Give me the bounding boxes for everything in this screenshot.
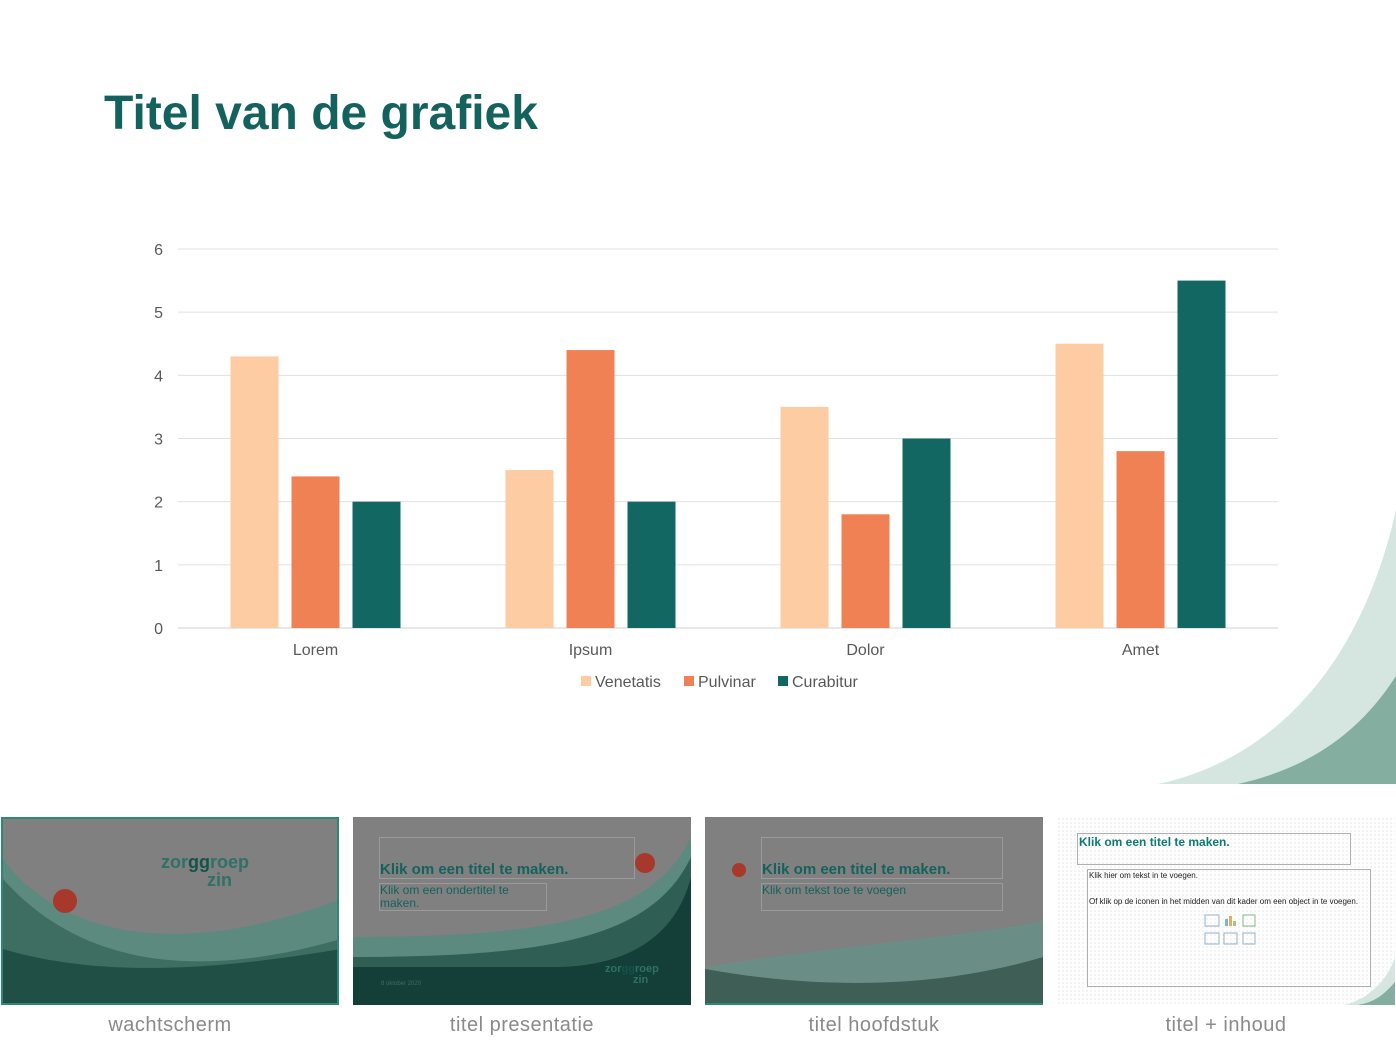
logo: zorggroep zin bbox=[605, 964, 659, 986]
title-placeholder bbox=[761, 837, 1003, 879]
layout-thumbnail-titel-hoofdstuk[interactable]: Klik om een titel te maken. Klik om teks… bbox=[705, 817, 1043, 1005]
bar-curabitur-amet bbox=[1177, 280, 1226, 628]
picture-icon bbox=[1204, 932, 1220, 945]
red-dot-icon bbox=[732, 863, 746, 877]
red-dot-icon bbox=[635, 853, 655, 873]
layout-thumbnail-titel-inhoud[interactable]: Klik om een titel te maken. Klik hier om… bbox=[1057, 817, 1395, 1005]
table-icon bbox=[1204, 914, 1220, 927]
subtitle-placeholder bbox=[379, 883, 547, 911]
legend-label: Venetatis bbox=[595, 674, 661, 691]
bar-chart: 0 1 2 3 4 5 6 Lorem Ipsum Dolor Amet Venetatis Pul… bbox=[154, 242, 1278, 691]
thumbnail-label: titel presentatie bbox=[449, 1014, 595, 1036]
thumbnail-background bbox=[705, 863, 1043, 1005]
thumbnail-subtitle: Klik om tekst toe te voegen bbox=[762, 883, 907, 897]
thumbnail-label: titel + inhoud bbox=[1165, 1014, 1287, 1036]
bar-pulvinar-dolor bbox=[841, 514, 890, 628]
logo-bottom: zin bbox=[633, 974, 649, 986]
thumbnail-title: Klik om een titel te maken. bbox=[762, 861, 951, 878]
title-placeholder bbox=[1077, 833, 1351, 865]
legend-item-venetatis: Venetatis bbox=[581, 674, 661, 691]
chart-bars bbox=[230, 280, 1226, 628]
video-icon bbox=[1242, 932, 1256, 945]
logo: zorggroep zin bbox=[161, 853, 249, 889]
layout-thumbnail-wachtscherm[interactable]: zorggroep zin bbox=[1, 817, 339, 1005]
title-placeholder bbox=[379, 837, 635, 879]
legend-item-pulvinar: Pulvinar bbox=[684, 674, 756, 691]
legend-swatch bbox=[778, 676, 788, 686]
smartart-icon bbox=[1242, 914, 1256, 927]
layout-thumbnail-titel-presentatie[interactable]: Klik om een titel te maken. Klik om een … bbox=[353, 817, 691, 1005]
y-tick-label: 4 bbox=[154, 368, 163, 385]
insert-object-icons bbox=[1204, 914, 1256, 945]
x-axis-ticks: Lorem Ipsum Dolor Amet bbox=[293, 642, 1160, 659]
bar-pulvinar-amet bbox=[1116, 451, 1165, 628]
y-tick-label: 3 bbox=[154, 432, 163, 449]
thumbnail-subtitle: Klik om een ondertitel te maken. bbox=[380, 883, 509, 910]
logo-top: zorggroep bbox=[161, 852, 250, 872]
y-tick-label: 5 bbox=[154, 305, 163, 322]
x-tick-label: Ipsum bbox=[569, 642, 613, 659]
online-picture-icon bbox=[1223, 932, 1238, 945]
thumbnail-label: titel hoofdstuk bbox=[808, 1014, 940, 1036]
decorative-swoosh bbox=[1158, 510, 1396, 784]
x-tick-label: Lorem bbox=[293, 642, 338, 659]
legend-label: Pulvinar bbox=[698, 674, 756, 691]
content-placeholder bbox=[1087, 869, 1371, 987]
bar-venetatis-amet bbox=[1055, 343, 1104, 628]
bar-venetatis-dolor bbox=[780, 406, 829, 628]
bar-pulvinar-lorem bbox=[291, 476, 340, 628]
bar-venetatis-ipsum bbox=[505, 470, 554, 628]
y-tick-label: 1 bbox=[154, 558, 163, 575]
thumbnail-title: Klik om een titel te maken. bbox=[1079, 835, 1230, 849]
chart-icon bbox=[1225, 919, 1228, 926]
legend-swatch bbox=[581, 676, 591, 686]
thumbnail-label: wachtscherm bbox=[108, 1014, 232, 1036]
chart-legend: Venetatis Pulvinar Curabitur bbox=[581, 674, 858, 691]
slide-title: Titel van de grafiek bbox=[104, 87, 538, 140]
logo-accent: gg bbox=[188, 852, 210, 872]
content-text-2: Of klik op de iconen in het midden van d… bbox=[1089, 897, 1359, 906]
legend-label: Curabitur bbox=[792, 674, 858, 691]
swoosh-light bbox=[1158, 510, 1396, 784]
chart-gridlines bbox=[178, 248, 1278, 629]
content-text-1: Klik hier om tekst in te voegen. bbox=[1089, 871, 1198, 880]
bar-curabitur-lorem bbox=[352, 501, 401, 628]
thumbnail-background bbox=[1345, 957, 1395, 1005]
logo-top: zorggroep bbox=[605, 963, 659, 975]
swoosh-dark bbox=[1238, 676, 1396, 784]
y-axis-ticks: 0 1 2 3 4 5 6 bbox=[154, 242, 163, 638]
logo-bottom: zin bbox=[207, 870, 232, 890]
bar-curabitur-dolor bbox=[902, 438, 951, 628]
thumbnail-background bbox=[353, 837, 691, 1005]
bar-pulvinar-ipsum bbox=[566, 350, 615, 628]
y-tick-label: 0 bbox=[154, 621, 163, 638]
subtitle-placeholder bbox=[761, 883, 1003, 911]
thumbnail-background bbox=[3, 859, 337, 1003]
x-tick-label: Dolor bbox=[846, 642, 885, 659]
legend-swatch bbox=[684, 676, 694, 686]
x-tick-label: Amet bbox=[1122, 642, 1160, 659]
red-dot-icon bbox=[53, 889, 77, 913]
bar-venetatis-lorem bbox=[230, 356, 279, 628]
y-tick-label: 6 bbox=[154, 242, 163, 259]
bar-curabitur-ipsum bbox=[627, 501, 676, 628]
legend-item-curabitur: Curabitur bbox=[778, 674, 858, 691]
thumbnail-date: 8 oktober 2020 bbox=[381, 981, 422, 987]
logo-accent: gg bbox=[621, 963, 635, 975]
thumbnail-title: Klik om een titel te maken. bbox=[380, 861, 569, 878]
y-tick-label: 2 bbox=[154, 495, 163, 512]
